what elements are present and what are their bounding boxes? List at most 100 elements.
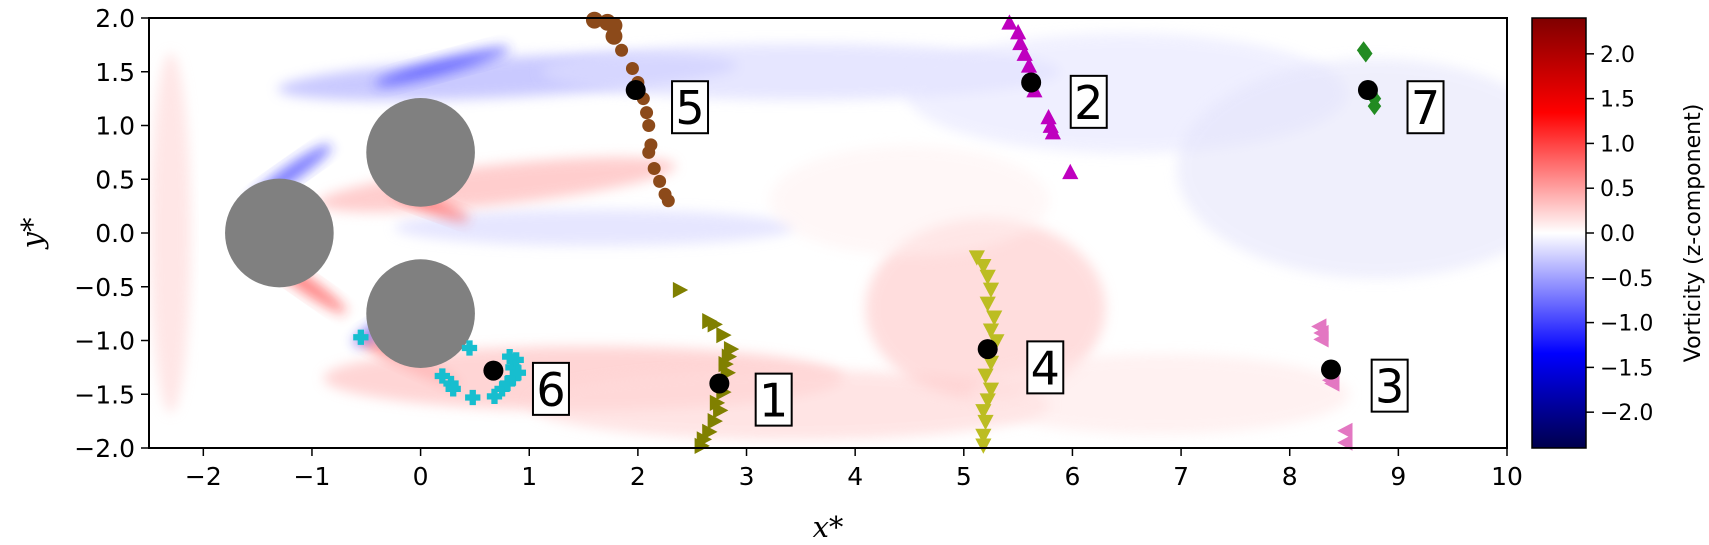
- colorbar-tick-label: 0.5: [1600, 177, 1635, 202]
- y-axis-label: y*: [15, 217, 49, 250]
- group-center-point: [709, 373, 730, 394]
- vorticity-blob: [374, 46, 510, 87]
- y-tick-label: −1.0: [74, 327, 135, 356]
- particle-point: [716, 327, 732, 344]
- y-tick-label: 0.0: [95, 219, 135, 248]
- particle-point: [1040, 108, 1057, 125]
- particle-point: [982, 282, 1000, 298]
- colorbar-tick-label: 1.5: [1600, 88, 1635, 113]
- group-label: 7: [1411, 81, 1440, 135]
- colorbar-tick-label: 2.0: [1600, 43, 1635, 68]
- colorbar: 2.0 1.5 1.0 0.5 0.0 −0.5 −1.0 −1.5 −2.0 Vorticit…: [1531, 17, 1706, 449]
- x-axis-label: x*: [813, 510, 844, 544]
- particle-point: [975, 438, 992, 454]
- particle-point: [502, 348, 518, 365]
- x-tick-label: 6: [1064, 462, 1080, 491]
- particle-point: [642, 145, 656, 159]
- particle-point: [1313, 331, 1329, 348]
- particle-point: [979, 393, 996, 409]
- x-axis-ticks: −2 −1 0 1 2 3 4 5 6 7 8 9 10: [185, 448, 1523, 491]
- group-label: 6: [536, 363, 565, 417]
- particle-point: [585, 11, 603, 29]
- colorbar-tick-label: 0.0: [1600, 222, 1635, 247]
- particle-point: [977, 414, 994, 431]
- particle-point: [461, 340, 478, 356]
- group-center-point: [977, 339, 998, 360]
- group-label-box: [1406, 80, 1445, 135]
- particle-point: [1337, 422, 1353, 439]
- particle-point: [661, 194, 675, 208]
- vorticity-field: [150, 33, 1507, 440]
- particle-point: [986, 310, 1003, 326]
- x-tick-label: 4: [847, 462, 863, 491]
- x-tick-label: 0: [413, 462, 429, 491]
- group-label-box: [1370, 358, 1409, 413]
- particle-point: [979, 296, 996, 312]
- colorbar-tick-label: −1.0: [1600, 312, 1653, 337]
- particle-point: [979, 269, 996, 285]
- y-tick-label: −1.5: [74, 380, 135, 409]
- particle-point: [1020, 57, 1038, 73]
- colorbar-tick-label: −1.5: [1600, 356, 1653, 381]
- vorticity-blob: [394, 209, 795, 246]
- particle-point: [1367, 97, 1382, 116]
- particle-point: [505, 370, 521, 386]
- group-label: 5: [675, 81, 704, 135]
- y-tick-label: −0.5: [74, 273, 135, 302]
- group-label-box: [1069, 74, 1108, 129]
- obstacles: [225, 98, 475, 368]
- particle-point: [353, 329, 369, 345]
- colorbar-gradient: [1531, 17, 1587, 449]
- particle-point: [968, 250, 985, 266]
- group-label: 1: [759, 374, 788, 428]
- particle-point: [694, 437, 710, 454]
- colorbar-ticks: 2.0 1.5 1.0 0.5 0.0 −0.5 −1.0 −1.5 −2.0: [1586, 43, 1653, 426]
- particle-point: [465, 389, 481, 406]
- particle-point: [486, 388, 503, 405]
- particle-point: [975, 404, 992, 420]
- particle-point: [713, 402, 729, 419]
- cylinder-obstacle: [366, 98, 475, 207]
- particle-point: [445, 381, 461, 397]
- particle-point: [707, 316, 723, 333]
- colorbar-tick-label: 1.0: [1600, 132, 1635, 157]
- particle-markers: 1 2 3 4 5 6 7: [353, 11, 1445, 454]
- particle-point: [640, 106, 654, 120]
- particle-point: [982, 382, 1000, 398]
- group-label: 4: [1031, 341, 1060, 395]
- x-tick-label: 9: [1390, 462, 1406, 491]
- particle-point: [1359, 44, 1373, 63]
- particle-point: [1010, 24, 1027, 40]
- particle-point: [1001, 14, 1018, 30]
- particle-point: [625, 62, 639, 76]
- particle-point: [605, 27, 623, 45]
- y-tick-label: 1.5: [95, 58, 135, 87]
- particle-point: [510, 365, 527, 381]
- particle-point: [1044, 124, 1061, 140]
- x-tick-label: 7: [1173, 462, 1189, 491]
- particle-point: [988, 334, 1005, 350]
- colorbar-tick-label: −0.5: [1600, 267, 1653, 292]
- particle-point: [642, 119, 656, 132]
- y-tick-label: −2.0: [74, 434, 135, 463]
- y-axis-ticks: 2.0 1.5 1.0 0.5 0.0 −0.5 −1.0 −1.5 −2.0: [74, 4, 149, 463]
- particle-point: [975, 258, 992, 275]
- particle-point: [434, 368, 450, 384]
- vorticity-blob: [150, 53, 191, 413]
- x-tick-label: −1: [294, 462, 331, 491]
- particle-point: [508, 352, 524, 368]
- vorticity-blob: [769, 145, 1050, 256]
- group-label-box: [754, 372, 793, 427]
- group-label-box: [1026, 340, 1065, 395]
- particle-point: [615, 43, 629, 57]
- particle-point: [672, 281, 689, 299]
- particle-point: [982, 355, 1000, 371]
- particle-point: [977, 368, 994, 384]
- particle-point: [975, 428, 992, 445]
- group-center-point: [483, 360, 504, 381]
- group-label-box: [531, 361, 570, 416]
- y-tick-label: 1.0: [95, 112, 135, 141]
- vorticity-blob: [969, 354, 1350, 435]
- particle-point: [982, 323, 1000, 339]
